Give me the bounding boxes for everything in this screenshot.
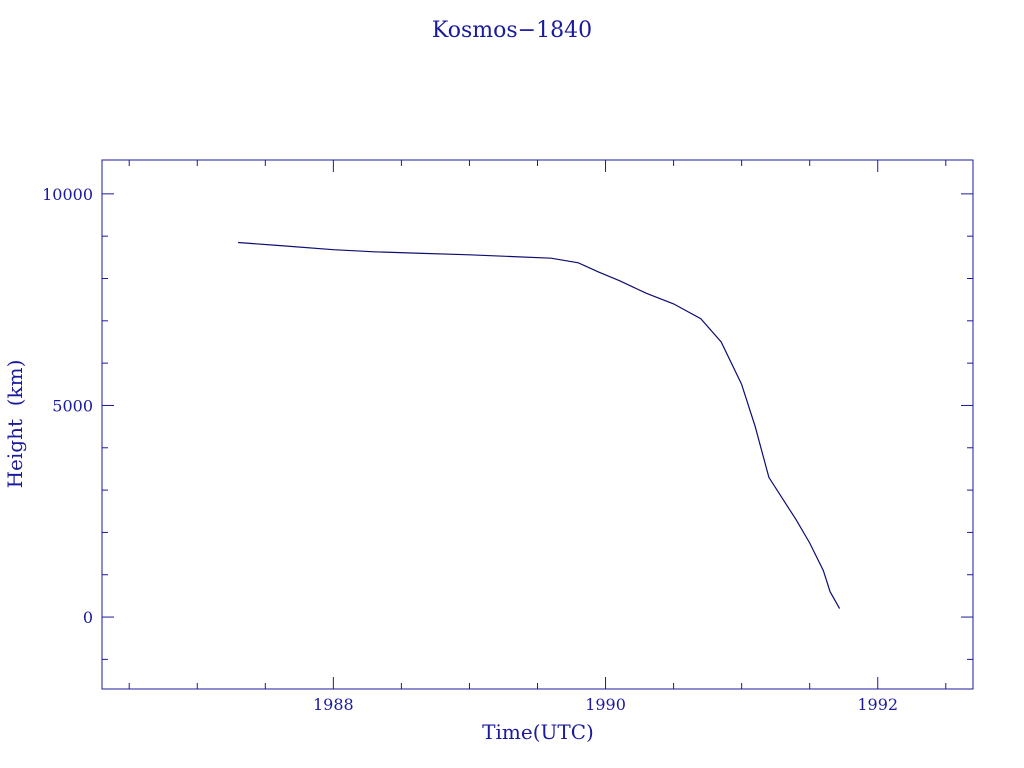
tick-labels: 1988 1990 1992 0 5000 10000 xyxy=(42,185,898,714)
y-tick-label: 0 xyxy=(83,608,93,627)
x-axis-title: Time(UTC) xyxy=(482,720,594,744)
chart-title: Kosmos−1840 xyxy=(432,18,592,43)
x-tick-label: 1992 xyxy=(857,695,898,714)
y-axis-title: Height (km) xyxy=(3,360,27,489)
y-tick-label: 5000 xyxy=(52,396,93,415)
x-tick-label: 1988 xyxy=(313,695,354,714)
y-tick-label: 10000 xyxy=(42,185,93,204)
x-tick-label: 1990 xyxy=(585,695,626,714)
series-line xyxy=(238,241,841,609)
plot-frame xyxy=(101,159,974,690)
axis-ticks xyxy=(102,160,973,689)
